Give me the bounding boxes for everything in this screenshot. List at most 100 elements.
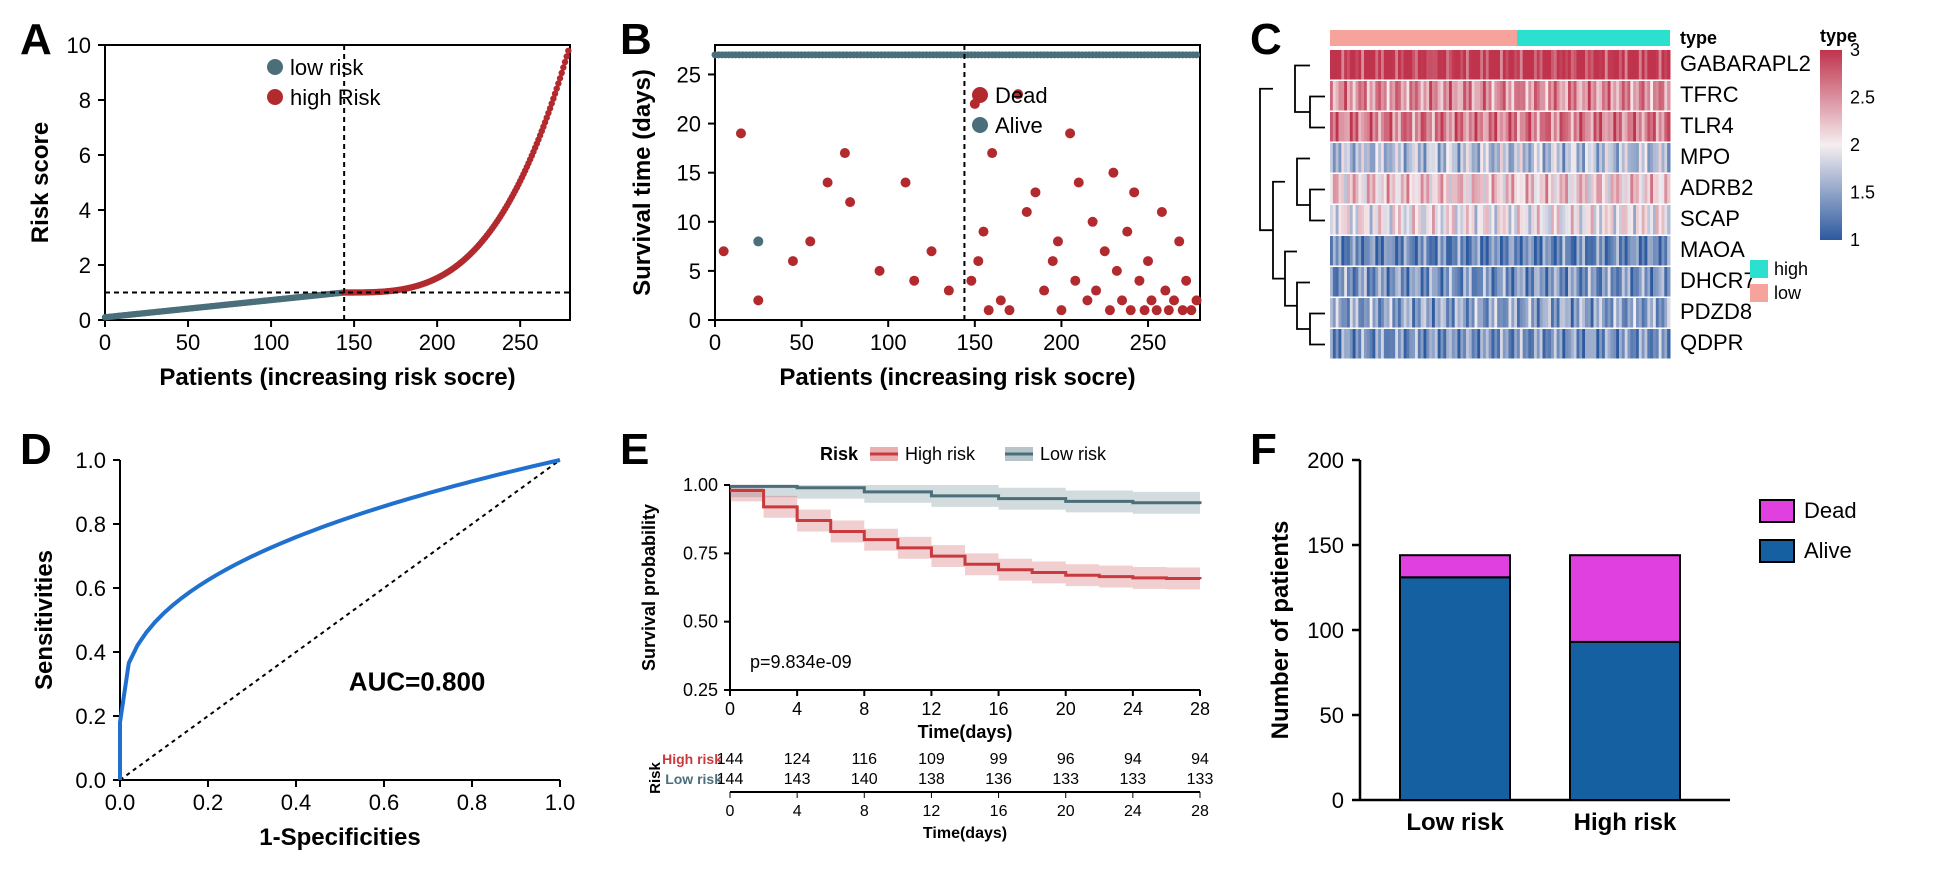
svg-text:150: 150 — [956, 330, 993, 355]
svg-text:Dead: Dead — [1804, 498, 1857, 523]
svg-text:0: 0 — [79, 308, 91, 333]
panel-e: E 04812162024280.250.500.751.00Time(days… — [620, 430, 1210, 870]
svg-text:Patients (increasing risk socr: Patients (increasing risk socre) — [779, 364, 1135, 391]
svg-text:133: 133 — [1187, 771, 1214, 788]
svg-text:PDZD8: PDZD8 — [1680, 299, 1752, 324]
svg-text:50: 50 — [789, 330, 813, 355]
svg-text:0.75: 0.75 — [683, 543, 718, 563]
svg-text:5: 5 — [689, 259, 701, 284]
svg-text:high Risk: high Risk — [290, 85, 381, 110]
svg-text:116: 116 — [852, 751, 878, 768]
svg-text:12: 12 — [921, 699, 941, 719]
panel-c-heatmap: typeGABARAPL2TFRCTLR4MPOADRB2SCAPMAOADHC… — [1250, 20, 1930, 400]
svg-text:20: 20 — [1056, 699, 1076, 719]
panel-f-label: F — [1250, 425, 1277, 475]
svg-text:0.8: 0.8 — [457, 790, 488, 815]
svg-text:100: 100 — [1307, 618, 1344, 643]
svg-text:99: 99 — [990, 751, 1008, 768]
svg-text:High risk: High risk — [905, 444, 976, 464]
svg-text:28: 28 — [1190, 699, 1210, 719]
svg-text:144: 144 — [717, 751, 744, 768]
svg-text:8: 8 — [859, 699, 869, 719]
svg-text:Risk: Risk — [820, 444, 859, 464]
svg-text:250: 250 — [502, 330, 539, 355]
svg-text:94: 94 — [1124, 751, 1142, 768]
svg-text:50: 50 — [1320, 703, 1344, 728]
svg-text:low risk: low risk — [290, 55, 364, 80]
svg-text:1: 1 — [1850, 230, 1860, 250]
svg-text:25: 25 — [677, 62, 701, 87]
svg-text:Survival probability: Survival probability — [639, 504, 659, 671]
svg-text:150: 150 — [336, 330, 373, 355]
panel-e-label: E — [620, 425, 649, 475]
svg-text:Low risk: Low risk — [665, 771, 722, 787]
svg-text:136: 136 — [985, 771, 1012, 788]
panel-a-chart: 0501001502002500246810Patients (increasi… — [20, 20, 580, 400]
svg-text:0.6: 0.6 — [369, 790, 400, 815]
svg-text:200: 200 — [1043, 330, 1080, 355]
svg-text:109: 109 — [918, 751, 945, 768]
svg-text:12: 12 — [923, 803, 941, 820]
svg-text:150: 150 — [1307, 533, 1344, 558]
svg-text:Time(days): Time(days) — [923, 825, 1007, 842]
svg-text:100: 100 — [253, 330, 290, 355]
svg-text:GABARAPL2: GABARAPL2 — [1680, 51, 1811, 76]
svg-text:Low risk: Low risk — [1406, 809, 1504, 836]
svg-text:0: 0 — [725, 699, 735, 719]
svg-text:Number of patients: Number of patients — [1267, 521, 1294, 740]
svg-text:Low risk: Low risk — [1040, 444, 1107, 464]
svg-text:High risk: High risk — [1574, 809, 1677, 836]
svg-text:20: 20 — [1057, 803, 1075, 820]
svg-text:Survival time (days): Survival time (days) — [629, 69, 656, 296]
svg-text:type: type — [1680, 28, 1717, 48]
panel-d-label: D — [20, 425, 52, 475]
svg-text:0.6: 0.6 — [75, 576, 106, 601]
svg-text:low: low — [1774, 283, 1802, 303]
svg-text:143: 143 — [784, 771, 811, 788]
svg-text:15: 15 — [677, 161, 701, 186]
svg-text:10: 10 — [67, 33, 91, 58]
svg-text:Alive: Alive — [995, 113, 1043, 138]
svg-text:0.50: 0.50 — [683, 612, 718, 632]
svg-text:Dead: Dead — [995, 83, 1048, 108]
panel-b-chart: 0501001502002500510152025Patients (incre… — [620, 20, 1210, 400]
svg-text:0.8: 0.8 — [75, 512, 106, 537]
panel-f-bar: 050100150200Number of patientsLow riskHi… — [1250, 430, 1930, 860]
svg-text:DHCR7: DHCR7 — [1680, 268, 1756, 293]
svg-text:QDPR: QDPR — [1680, 330, 1744, 355]
svg-text:0.2: 0.2 — [75, 704, 106, 729]
svg-text:2.5: 2.5 — [1850, 88, 1875, 108]
svg-text:144: 144 — [717, 771, 744, 788]
svg-text:100: 100 — [870, 330, 907, 355]
svg-text:6: 6 — [79, 143, 91, 168]
svg-text:4: 4 — [792, 699, 802, 719]
svg-text:4: 4 — [79, 198, 91, 223]
svg-text:SCAP: SCAP — [1680, 206, 1740, 231]
svg-text:Time(days): Time(days) — [918, 722, 1013, 742]
panel-d: D 0.00.00.20.20.40.40.60.60.80.81.01.01-… — [20, 430, 580, 870]
svg-text:200: 200 — [419, 330, 456, 355]
panel-b: B 0501001502002500510152025Patients (inc… — [620, 20, 1210, 410]
svg-text:0.25: 0.25 — [683, 680, 718, 700]
panel-a: A 0501001502002500246810Patients (increa… — [20, 20, 580, 410]
panel-b-label: B — [620, 15, 652, 65]
svg-text:TLR4: TLR4 — [1680, 113, 1734, 138]
svg-text:10: 10 — [677, 210, 701, 235]
svg-text:Patients (increasing risk socr: Patients (increasing risk socre) — [159, 364, 515, 391]
svg-text:Alive: Alive — [1804, 538, 1852, 563]
svg-text:1.0: 1.0 — [545, 790, 576, 815]
svg-text:0: 0 — [1332, 788, 1344, 813]
panel-e-km: 04812162024280.250.500.751.00Time(days)S… — [620, 430, 1210, 860]
svg-text:1.0: 1.0 — [75, 448, 106, 473]
panel-f: F 050100150200Number of patientsLow risk… — [1250, 430, 1930, 870]
svg-text:124: 124 — [784, 751, 811, 768]
svg-text:250: 250 — [1130, 330, 1167, 355]
svg-text:2: 2 — [1850, 135, 1860, 155]
svg-text:133: 133 — [1120, 771, 1147, 788]
svg-text:0: 0 — [709, 330, 721, 355]
svg-text:Risk score: Risk score — [27, 122, 54, 243]
svg-text:140: 140 — [851, 771, 878, 788]
svg-text:Sensitivities: Sensitivities — [31, 550, 58, 690]
svg-text:28: 28 — [1191, 803, 1209, 820]
svg-text:0: 0 — [99, 330, 111, 355]
